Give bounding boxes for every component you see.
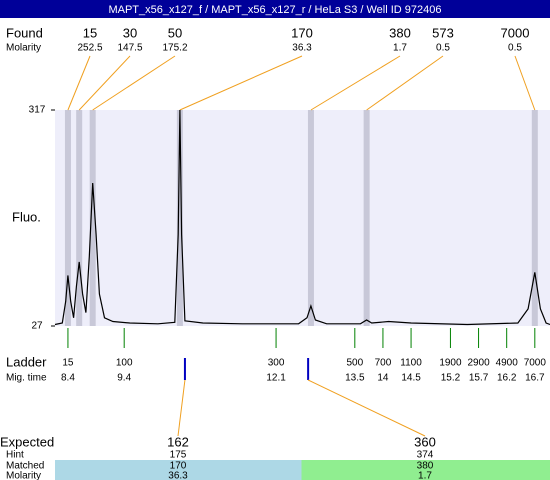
- ladder-size: 500: [346, 358, 363, 369]
- found-size: 573: [432, 25, 454, 40]
- matched-block: [55, 460, 302, 480]
- expected-size: 162: [167, 434, 189, 449]
- expected-matched: 170: [170, 461, 187, 472]
- expected-connector: [177, 379, 186, 437]
- expected-size: 360: [414, 434, 436, 449]
- ladder-time: 9.4: [117, 373, 131, 384]
- ladder-time: 12.1: [266, 373, 286, 384]
- found-molarity: 252.5: [77, 43, 102, 54]
- expected-hint: 175: [170, 450, 187, 461]
- ladder-size: 15: [62, 358, 74, 369]
- peak-band: [64, 110, 71, 326]
- found-size: 30: [123, 25, 137, 40]
- y-tick-label: 27: [31, 321, 43, 332]
- peak-connector: [92, 55, 176, 111]
- expected-label: Expected: [0, 434, 54, 449]
- y-tick-label: 317: [29, 105, 46, 116]
- ladder-time: 13.5: [345, 373, 365, 384]
- expected-molarity: 36.3: [168, 471, 188, 480]
- ladder-size: 1900: [439, 358, 462, 369]
- ladder-time: 14.5: [401, 373, 421, 384]
- peak-connector: [179, 55, 303, 111]
- found-molarity: 0.5: [508, 43, 522, 54]
- found-size: 15: [83, 25, 97, 40]
- ladder-size: 700: [375, 358, 392, 369]
- ladder-size: 4900: [496, 358, 519, 369]
- found-size: 380: [389, 25, 411, 40]
- ladder-size: 7000: [524, 358, 547, 369]
- found-molarity: 147.5: [117, 43, 142, 54]
- matched-label: Matched: [6, 461, 44, 472]
- expected-molarity: 1.7: [418, 471, 432, 480]
- peak-band: [89, 110, 96, 326]
- ladder-size: 300: [268, 358, 285, 369]
- peak-band: [76, 110, 83, 326]
- plot-area: [55, 110, 550, 326]
- found-size: 7000: [501, 25, 530, 40]
- hint-label: Hint: [6, 450, 24, 461]
- y-axis-label: Fluo.: [12, 209, 41, 224]
- ladder-time-label: Mig. time: [6, 373, 47, 384]
- ladder-label: Ladder: [6, 354, 47, 369]
- peak-connector: [67, 55, 91, 111]
- peak-connector: [366, 55, 444, 111]
- title-bar: [0, 0, 550, 18]
- trace-line: [54, 109, 550, 326]
- found-size: 170: [291, 25, 313, 40]
- ladder-time: 15.2: [441, 373, 461, 384]
- expected-marker: [307, 358, 310, 380]
- peak-band: [307, 110, 314, 326]
- found-molarity: 36.3: [292, 43, 312, 54]
- chart-title: MAPT_x56_x127_f / MAPT_x56_x127_r / HeLa…: [108, 4, 441, 16]
- found-molarity-label: Molarity: [6, 43, 41, 54]
- expected-marker: [183, 358, 186, 380]
- ladder-time: 16.2: [497, 373, 517, 384]
- peak-connector: [514, 55, 536, 111]
- found-molarity: 1.7: [393, 43, 407, 54]
- ladder-size: 2900: [467, 358, 490, 369]
- matched-block: [301, 460, 550, 480]
- ladder-time: 8.4: [61, 373, 75, 384]
- peak-band: [531, 110, 538, 326]
- peak-connector: [310, 55, 401, 111]
- ladder-time: 15.7: [469, 373, 489, 384]
- expected-hint: 374: [417, 450, 434, 461]
- found-molarity: 175.2: [162, 43, 187, 54]
- expected-matched: 380: [417, 461, 434, 472]
- found-label: Found: [6, 25, 43, 40]
- found-size: 50: [168, 25, 182, 40]
- ladder-time: 16.7: [525, 373, 545, 384]
- peak-connector: [78, 55, 131, 111]
- expected-connector: [307, 379, 426, 437]
- ladder-time: 14: [377, 373, 389, 384]
- ladder-size: 100: [116, 358, 133, 369]
- found-molarity: 0.5: [436, 43, 450, 54]
- peak-band: [363, 110, 370, 326]
- peak-band: [176, 110, 183, 326]
- ladder-size: 1100: [400, 358, 422, 369]
- expected-molarity-label: Molarity: [6, 471, 41, 480]
